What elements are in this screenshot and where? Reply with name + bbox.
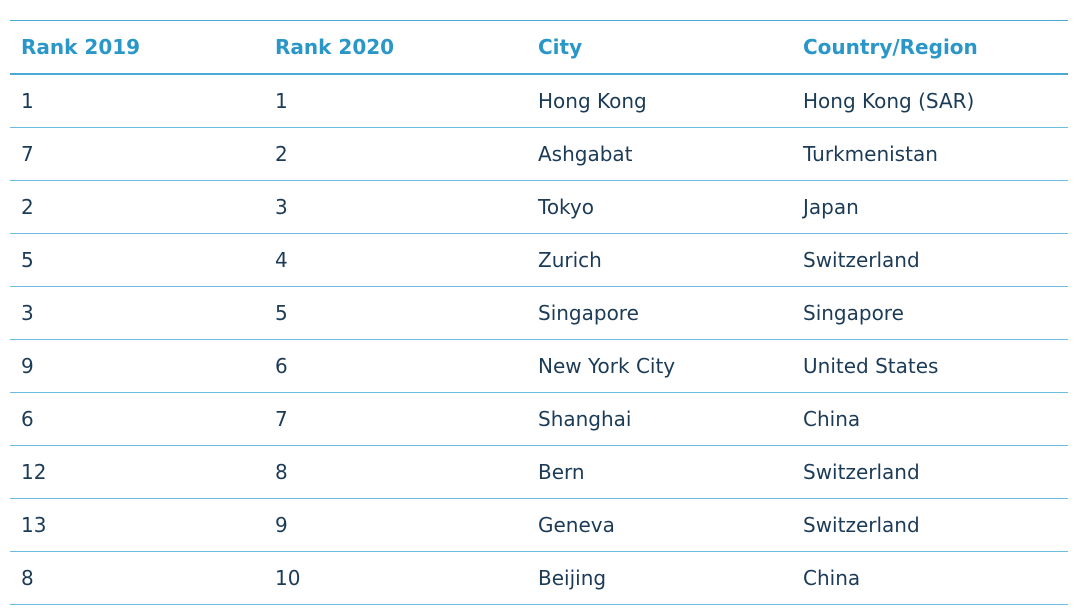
- table-cell: Turkmenistan: [803, 142, 938, 166]
- table-cell: 4: [275, 248, 288, 272]
- table-cell: Hong Kong (SAR): [803, 89, 975, 113]
- table-cell: China: [803, 407, 861, 431]
- table-cell: Shanghai: [538, 407, 632, 431]
- table-row: 5 4 Zurich Switzerland: [10, 234, 1068, 287]
- header-cell: Rank 2019: [21, 35, 141, 59]
- table-cell: 3: [21, 301, 34, 325]
- table-cell: 13: [21, 513, 47, 537]
- table-cell: Hong Kong: [538, 89, 647, 113]
- table-cell: 9: [21, 354, 34, 378]
- table-cell: 1: [275, 89, 288, 113]
- table-cell: 2: [275, 142, 288, 166]
- table-cell: 9: [275, 513, 288, 537]
- table-cell: 2: [21, 195, 34, 219]
- table-cell: 12: [21, 460, 47, 484]
- table-cell: Geneva: [538, 513, 615, 537]
- table-row: 7 2 Ashgabat Turkmenistan: [10, 128, 1068, 181]
- table-cell: Singapore: [803, 301, 904, 325]
- table-row: 2 3 Tokyo Japan: [10, 181, 1068, 234]
- table-cell: Ashgabat: [538, 142, 633, 166]
- table-row: 6 7 Shanghai China: [10, 393, 1068, 446]
- header-cell: City: [538, 35, 583, 59]
- table-cell: 5: [275, 301, 288, 325]
- table-row: 8 10 Beijing China: [10, 552, 1068, 605]
- table-cell: 7: [21, 142, 34, 166]
- table-cell: 8: [21, 566, 34, 590]
- table-cell: Tokyo: [538, 195, 594, 219]
- table-cell: Switzerland: [803, 248, 920, 272]
- table-cell: Bern: [538, 460, 585, 484]
- table-cell: 6: [21, 407, 34, 431]
- table-row: 13 9 Geneva Switzerland: [10, 499, 1068, 552]
- table-cell: 10: [275, 566, 301, 590]
- table-cell: 5: [21, 248, 34, 272]
- table-row: 9 6 New York City United States: [10, 340, 1068, 393]
- table-row: 1 1 Hong Kong Hong Kong (SAR): [10, 75, 1068, 128]
- header-cell: Country/Region: [803, 35, 978, 59]
- table-cell: Beijing: [538, 566, 607, 590]
- table-cell: China: [803, 566, 861, 590]
- header-cell: Rank 2020: [275, 35, 395, 59]
- table-cell: Switzerland: [803, 513, 920, 537]
- table-cell: 3: [275, 195, 288, 219]
- table-row: 3 5 Singapore Singapore: [10, 287, 1068, 340]
- table-row: 12 8 Bern Switzerland: [10, 446, 1068, 499]
- table-cell: United States: [803, 354, 939, 378]
- table-cell: 8: [275, 460, 288, 484]
- table-cell: Zurich: [538, 248, 602, 272]
- header-row: Rank 2019 Rank 2020 City Country/Region: [10, 21, 1068, 75]
- table-cell: 1: [21, 89, 34, 113]
- table-cell: 6: [275, 354, 288, 378]
- table-cell: Singapore: [538, 301, 639, 325]
- ranking-table: Rank 2019 Rank 2020 City Country/Region 1 1 Ho…: [10, 20, 1068, 605]
- table-cell: New York City: [538, 354, 676, 378]
- table-cell: Japan: [803, 195, 859, 219]
- table-cell: Switzerland: [803, 460, 920, 484]
- table-cell: 7: [275, 407, 288, 431]
